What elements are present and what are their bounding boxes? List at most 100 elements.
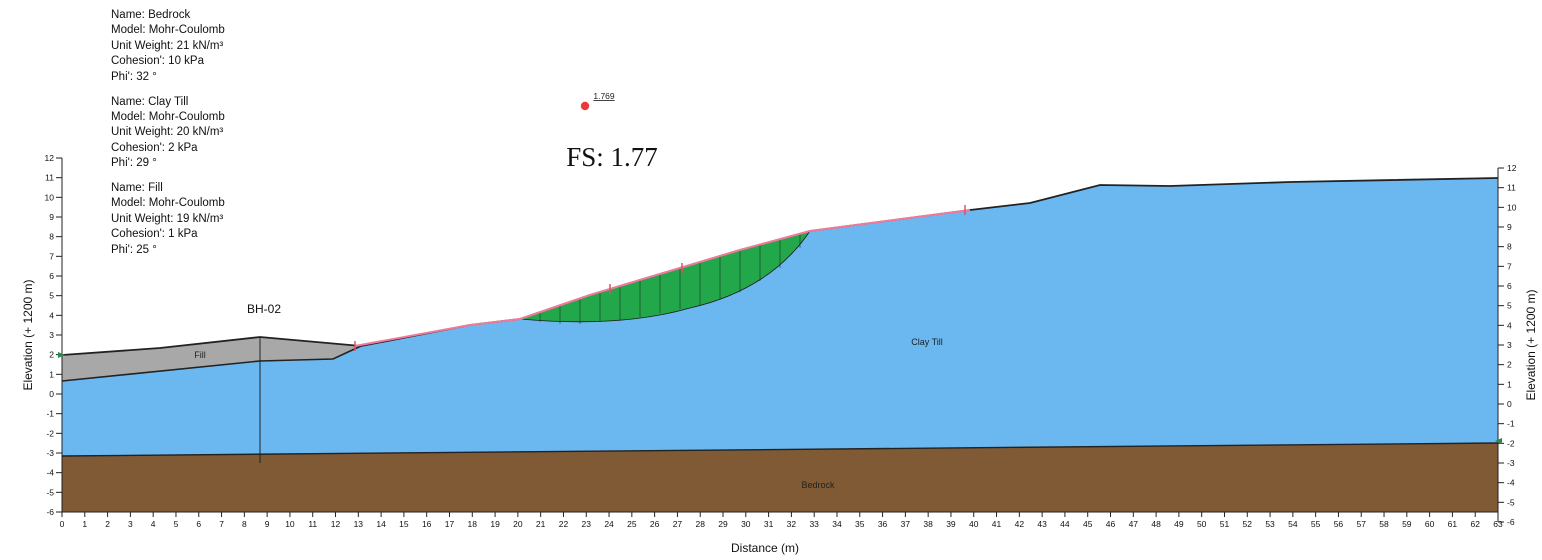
x-tick-label: 30 bbox=[741, 519, 751, 529]
x-tick-label: 44 bbox=[1060, 519, 1070, 529]
x-tick-label: 62 bbox=[1470, 519, 1480, 529]
y-tick-label: 12 bbox=[1507, 163, 1517, 173]
x-tick-label: 10 bbox=[285, 519, 295, 529]
material-unit-weight: Unit Weight: 19 kN/m³ bbox=[111, 212, 224, 225]
x-tick-label: 20 bbox=[513, 519, 523, 529]
x-tick-label: 60 bbox=[1425, 519, 1435, 529]
y-tick-label: -6 bbox=[1507, 517, 1515, 527]
y-tick-label: -1 bbox=[46, 409, 54, 419]
x-tick-label: 37 bbox=[901, 519, 911, 529]
fill-base-line bbox=[61, 345, 362, 382]
y-tick-label: 3 bbox=[1507, 340, 1512, 350]
y-tick-label: 10 bbox=[45, 192, 55, 202]
x-tick-label: 48 bbox=[1151, 519, 1161, 529]
y-tick-label: -5 bbox=[46, 487, 54, 497]
x-tick-label: 27 bbox=[673, 519, 683, 529]
x-tick-label: 47 bbox=[1129, 519, 1139, 529]
material-model: Model: Mohr-Coulomb bbox=[111, 110, 225, 123]
y-tick-label: 1 bbox=[49, 369, 54, 379]
y-tick-label: 10 bbox=[1507, 202, 1517, 212]
x-tick-label: 53 bbox=[1265, 519, 1275, 529]
factor-of-safety-label: FS: 1.77 bbox=[566, 142, 658, 172]
material-phi: Phi': 32 ° bbox=[111, 70, 157, 83]
y-tick-label: 2 bbox=[1507, 360, 1512, 370]
material-unit-weight: Unit Weight: 20 kN/m³ bbox=[111, 126, 224, 139]
x-tick-label: 12 bbox=[331, 519, 341, 529]
y-tick-label: 0 bbox=[1507, 399, 1512, 409]
y-tick-label: -1 bbox=[1507, 419, 1515, 429]
material-name: Name: Bedrock bbox=[111, 9, 191, 21]
material-model: Model: Mohr-Coulomb bbox=[111, 197, 225, 210]
y-tick-label: -3 bbox=[1507, 458, 1515, 468]
material-phi: Phi': 29 ° bbox=[111, 157, 157, 170]
x-tick-label: 28 bbox=[695, 519, 705, 529]
x-tick-label: 22 bbox=[559, 519, 569, 529]
x-tick-label: 58 bbox=[1379, 519, 1389, 529]
y-tick-label: 8 bbox=[49, 232, 54, 242]
material-phi: Phi': 25 ° bbox=[111, 243, 157, 256]
bedrock-label: Bedrock bbox=[801, 480, 835, 490]
x-tick-label: 19 bbox=[490, 519, 500, 529]
x-tick-label: 39 bbox=[946, 519, 956, 529]
x-tick-label: 49 bbox=[1174, 519, 1184, 529]
x-tick-label: 9 bbox=[265, 519, 270, 529]
x-tick-label: 63 bbox=[1493, 519, 1503, 529]
material-clay-till: Name: Clay Till Model: Mohr-Coulomb Unit… bbox=[111, 95, 225, 172]
y-tick-label: 9 bbox=[49, 212, 54, 222]
slip-mass bbox=[519, 230, 811, 323]
y-tick-label: -3 bbox=[46, 448, 54, 458]
x-tick-label: 14 bbox=[376, 519, 386, 529]
x-tick-label: 11 bbox=[308, 519, 317, 529]
y-tick-label: 4 bbox=[1507, 320, 1512, 330]
x-tick-label: 5 bbox=[174, 519, 179, 529]
y-tick-label: -4 bbox=[46, 468, 54, 478]
x-tick-label: 25 bbox=[627, 519, 637, 529]
x-tick-label: 21 bbox=[536, 519, 546, 529]
range-markers bbox=[354, 205, 966, 351]
y-tick-label: 8 bbox=[1507, 242, 1512, 252]
y-axis-title-left: Elevation (+ 1200 m) bbox=[21, 279, 35, 390]
y-tick-label: 3 bbox=[49, 330, 54, 340]
material-legend: Name: Bedrock Model: Mohr-Coulomb Unit W… bbox=[111, 8, 225, 268]
y-tick-label: 1 bbox=[1507, 379, 1512, 389]
y-tick-label: 7 bbox=[49, 251, 54, 261]
x-axis-title: Distance (m) bbox=[731, 541, 799, 555]
y-axis-title-right: Elevation (+ 1200 m) bbox=[1524, 289, 1538, 400]
material-name: Name: Fill bbox=[111, 182, 163, 195]
x-tick-label: 56 bbox=[1334, 519, 1344, 529]
y-tick-label: 5 bbox=[49, 291, 54, 301]
bedrock-top-line bbox=[61, 442, 1499, 457]
x-tick-label: 42 bbox=[1015, 519, 1025, 529]
x-tick-label: 1 bbox=[82, 519, 87, 529]
x-tick-label: 36 bbox=[878, 519, 888, 529]
x-tick-label: 57 bbox=[1357, 519, 1367, 529]
material-unit-weight: Unit Weight: 21 kN/m³ bbox=[111, 39, 224, 52]
y-tick-label: 9 bbox=[1507, 222, 1512, 232]
x-tick-label: 35 bbox=[855, 519, 865, 529]
material-model: Model: Mohr-Coulomb bbox=[111, 24, 225, 37]
y-tick-label: 2 bbox=[49, 350, 54, 360]
x-tick-label: 40 bbox=[969, 519, 979, 529]
x-tick-label: 7 bbox=[219, 519, 224, 529]
y-tick-label: -5 bbox=[1507, 497, 1515, 507]
x-tick-label: 61 bbox=[1448, 519, 1458, 529]
x-tick-label: 55 bbox=[1311, 519, 1321, 529]
x-tick-label: 23 bbox=[582, 519, 592, 529]
x-tick-label: 38 bbox=[923, 519, 933, 529]
material-cohesion: Cohesion': 1 kPa bbox=[111, 228, 198, 241]
clay-till-label: Clay Till bbox=[911, 337, 943, 347]
x-tick-label: 2 bbox=[105, 519, 110, 529]
x-tick-label: 16 bbox=[422, 519, 432, 529]
x-tick-label: 52 bbox=[1243, 519, 1253, 529]
y-tick-label: 6 bbox=[49, 271, 54, 281]
x-tick-label: 31 bbox=[764, 519, 774, 529]
y-tick-label: 0 bbox=[49, 389, 54, 399]
y-tick-label: 5 bbox=[1507, 301, 1512, 311]
x-tick-label: 43 bbox=[1037, 519, 1047, 529]
slip-center-label: 1.769 bbox=[593, 91, 615, 101]
material-cohesion: Cohesion': 10 kPa bbox=[111, 55, 204, 68]
x-tick-label: 32 bbox=[787, 519, 797, 529]
material-cohesion: Cohesion': 2 kPa bbox=[111, 141, 198, 154]
